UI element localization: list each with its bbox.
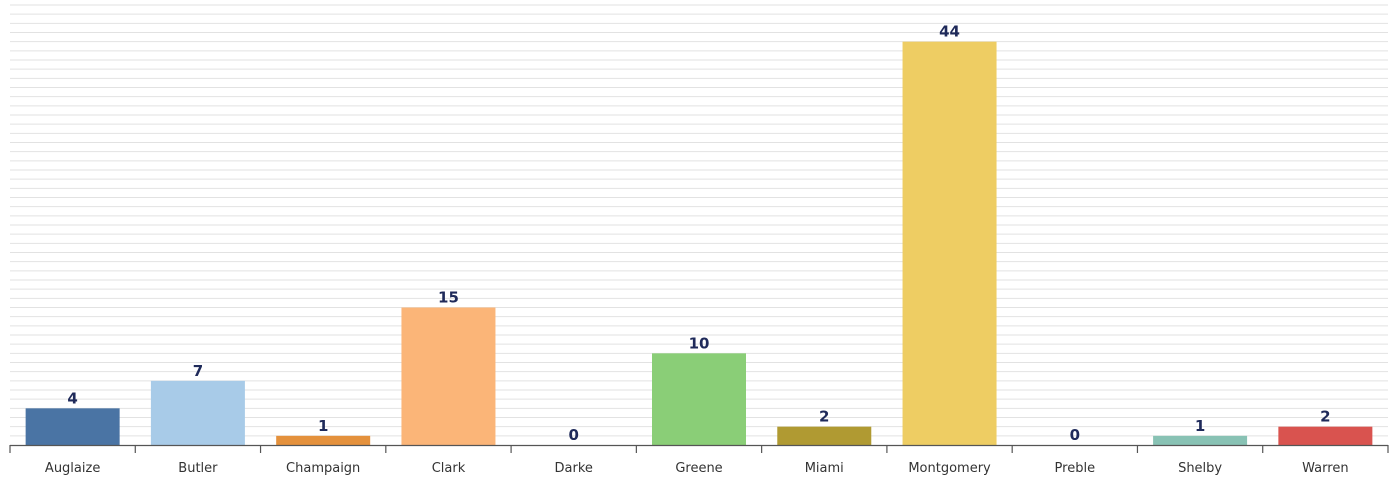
data-label-preble: 0	[1070, 426, 1080, 444]
data-label-clark: 15	[438, 289, 459, 307]
tick-label-champaign: Champaign	[286, 461, 360, 476]
bars	[25, 41, 1373, 446]
data-label-miami: 2	[819, 408, 829, 426]
tick-label-warren: Warren	[1302, 461, 1348, 476]
data-label-montgomery: 44	[939, 23, 960, 41]
bar-shelby	[1153, 435, 1248, 445]
tick-label-miami: Miami	[805, 461, 844, 476]
x-axis	[9, 444, 1389, 453]
tick-label-preble: Preble	[1055, 461, 1096, 476]
bar-montgomery	[902, 41, 997, 446]
bar-auglaize	[25, 408, 120, 445]
bar-champaign	[276, 435, 371, 445]
category-labels: Auglaize Butler Champaign Clark Darke Greene M…	[45, 461, 1349, 476]
bar-greene	[652, 353, 746, 445]
tick-label-darke: Darke	[555, 461, 593, 476]
tick-label-butler: Butler	[178, 461, 218, 476]
data-label-shelby: 1	[1195, 417, 1205, 435]
bar-miami	[777, 426, 872, 445]
tick-label-greene: Greene	[675, 461, 722, 476]
data-label-champaign: 1	[318, 417, 328, 435]
bar-clark	[401, 307, 496, 445]
bar-butler	[150, 380, 245, 445]
data-label-auglaize: 4	[67, 389, 77, 407]
tick-label-montgomery: Montgomery	[908, 461, 991, 476]
tick-label-shelby: Shelby	[1178, 461, 1222, 476]
bar-warren	[1278, 426, 1373, 445]
data-label-warren: 2	[1320, 408, 1330, 426]
data-labels: 4 7 1 15 0 10 2 44 0 1 2	[67, 23, 1330, 444]
data-label-butler: 7	[193, 362, 203, 380]
data-label-darke: 0	[569, 426, 579, 444]
tick-label-clark: Clark	[432, 461, 466, 476]
data-label-greene: 10	[689, 334, 710, 352]
tick-label-auglaize: Auglaize	[45, 461, 100, 476]
